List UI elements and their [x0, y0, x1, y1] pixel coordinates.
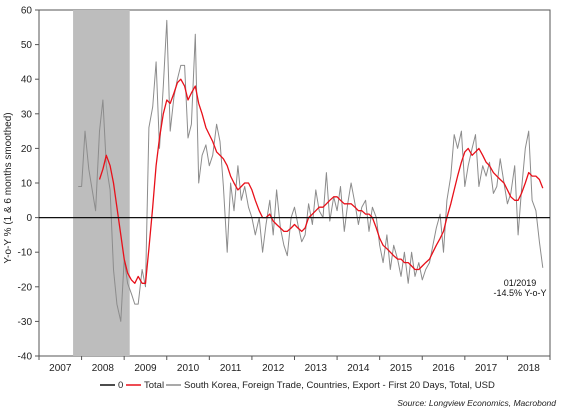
series-line-total: [98, 78, 544, 284]
y-tick-label: 10: [21, 179, 33, 190]
x-tick-label: 2012: [262, 363, 285, 374]
series-layer: [78, 19, 544, 322]
x-tick-label: 2016: [432, 363, 455, 374]
y-tick-label: 30: [21, 109, 33, 120]
y-axis-label: Y-o-Y % (1 & 6 months smoothed): [3, 112, 14, 263]
legend-korea-label: South Korea, Foreign Trade, Countries, E…: [184, 380, 495, 391]
x-tick-label: 2017: [475, 363, 498, 374]
legend-zero-label: 0: [118, 380, 123, 391]
y-tick-label: 50: [21, 40, 33, 51]
annotation-date: 01/2019: [504, 278, 537, 288]
y-tick-label: -30: [18, 317, 33, 328]
x-tick-label: 2014: [347, 363, 370, 374]
y-tick-label: 20: [21, 144, 33, 155]
annotation-value: -14.5% Y-o-Y: [493, 288, 546, 298]
x-tick-label: 2008: [92, 363, 115, 374]
x-tick-label: 2011: [220, 363, 242, 374]
shaded-period-layer: [73, 10, 130, 356]
x-tick-label: 2015: [390, 363, 413, 374]
y-tick-label: -40: [18, 352, 33, 363]
y-tick-label: -20: [18, 282, 33, 293]
x-tick-label: 2013: [305, 363, 328, 374]
legend-total-label: Total: [144, 380, 164, 391]
source-note: Source: Longview Economics, Macrobond: [397, 398, 556, 408]
x-tick-label: 2009: [134, 363, 157, 374]
shaded-period: [73, 10, 130, 356]
x-tick-label: 2007: [49, 363, 72, 374]
series-line-korea-exports: [78, 19, 544, 322]
y-tick-labels: -40 -30 -20 -10 0 10 20 30 40 50 60: [18, 6, 33, 363]
axis-layer: [35, 9, 551, 360]
y-tick-label: 0: [26, 213, 32, 224]
legend: 0 Total South Korea, Foreign Trade, Coun…: [100, 380, 495, 391]
x-tick-label: 2018: [518, 363, 541, 374]
y-tick-label: 60: [21, 6, 33, 17]
y-tick-label: 40: [21, 75, 33, 86]
y-tick-label: -10: [18, 248, 33, 259]
x-tick-label: 2010: [177, 363, 200, 374]
x-tick-labels: 2007 2008 2009 2010 2011 2012 2013 2014 2015 2016…: [49, 363, 540, 374]
